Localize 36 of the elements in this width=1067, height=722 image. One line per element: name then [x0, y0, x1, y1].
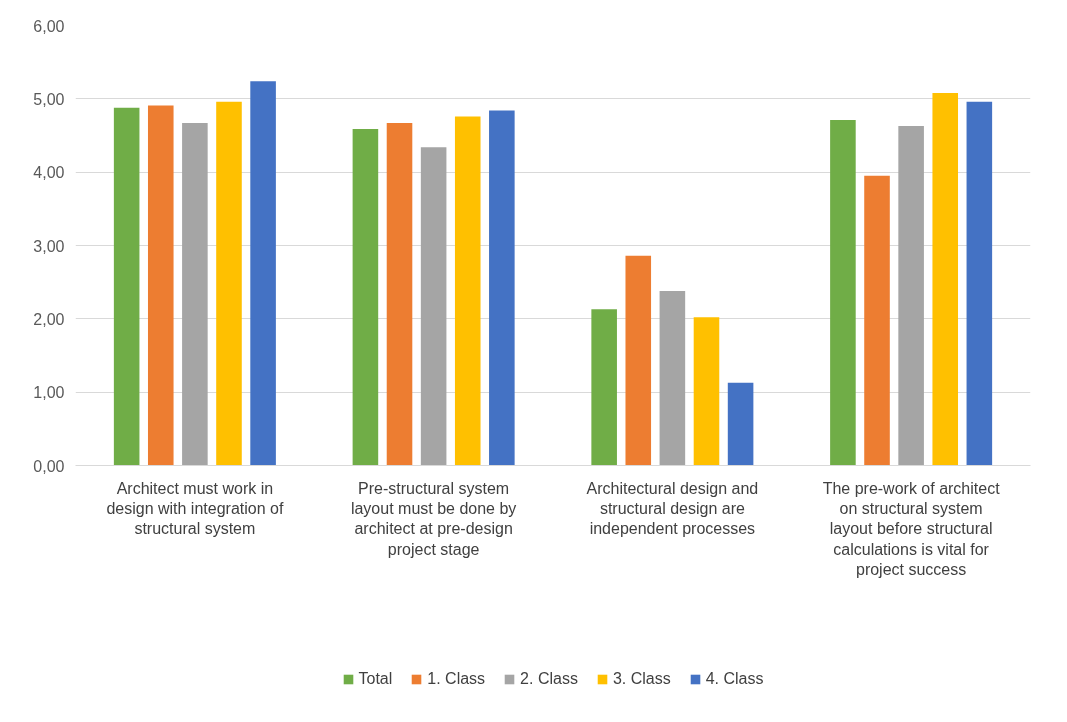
x-tick-label: The pre-work of architect on structural system layout before structural calculations is vital for project success: [822, 479, 1001, 579]
y-tick-label: 0,00: [33, 457, 65, 475]
bar: [625, 255, 652, 466]
bar: [591, 309, 617, 466]
legend-label: 4. Class: [705, 670, 764, 688]
bar: [147, 105, 174, 466]
bar: [830, 120, 856, 466]
y-tick-label: 1,00: [33, 384, 65, 402]
bar: [693, 317, 720, 466]
x-tick-label: Architect must work in design with integration of structural system: [106, 479, 284, 538]
bar: [898, 125, 924, 466]
bar: [216, 101, 242, 466]
bar: [386, 123, 413, 466]
bar: [489, 110, 515, 466]
legend-label: 1. Class: [427, 670, 486, 688]
bar: [659, 290, 686, 466]
legend-label: 2. Class: [520, 670, 578, 688]
bar: [454, 116, 481, 466]
bar: [352, 128, 379, 466]
y-tick-label: 3,00: [33, 237, 65, 255]
bar: [727, 382, 754, 466]
x-tick-label: Pre-structural system layout must be done by architect at pre-design project stage: [350, 479, 517, 558]
bar: [932, 92, 959, 466]
bar: [420, 147, 447, 466]
bar: [864, 175, 890, 466]
y-tick-label: 6,00: [33, 17, 65, 35]
legend-label: 3. Class: [612, 670, 671, 688]
y-tick-label: 4,00: [33, 164, 65, 182]
y-tick-label: 5,00: [33, 90, 65, 108]
bar: [113, 107, 140, 466]
bar: [250, 81, 276, 466]
x-tick-label: Architectural design and structural design are independent processes: [586, 479, 759, 538]
y-tick-label: 2,00: [33, 310, 65, 328]
bar: [966, 101, 993, 466]
bar: [182, 123, 208, 466]
legend-label: Total: [358, 670, 393, 688]
